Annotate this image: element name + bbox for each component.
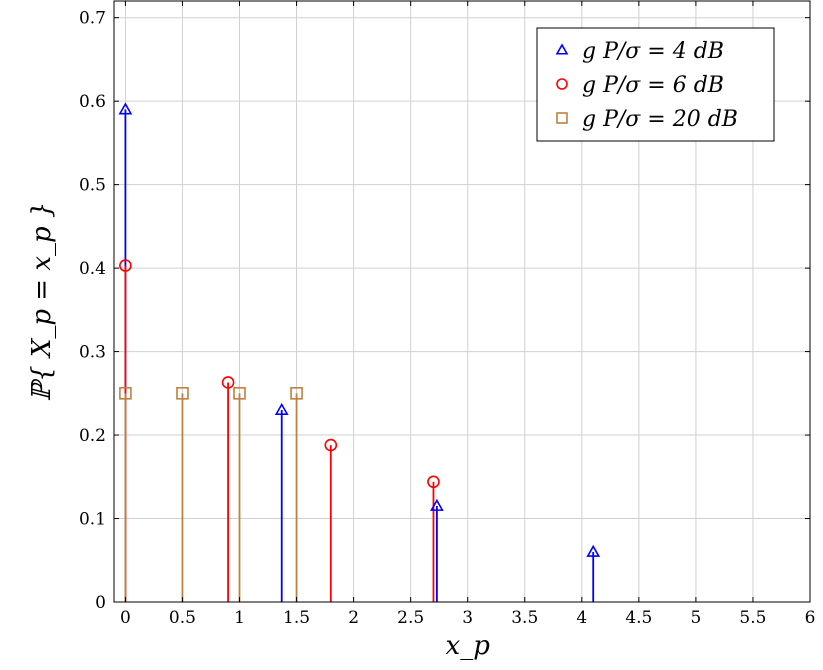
- legend: g P/σ = 4 dB g P/σ = 6 dB g P/σ = 20 dB: [536, 27, 775, 142]
- legend-entry-label: g P/σ = 20 dB: [582, 107, 738, 132]
- x-tick-label: 2: [348, 608, 359, 628]
- legend-entry-label: g P/σ = 4 dB: [582, 39, 724, 64]
- square-marker: [119, 387, 132, 400]
- x-tick-label: 3.5: [511, 608, 538, 628]
- legend-box: [536, 27, 775, 142]
- triangle-marker: [274, 402, 289, 415]
- markers: [118, 102, 601, 557]
- y-tick-label: 0.6: [79, 92, 106, 112]
- x-tick-label: 0.5: [169, 608, 196, 628]
- triangle-marker: [555, 43, 569, 55]
- y-tick-label: 0.5: [79, 176, 106, 196]
- y-tick-label: 0.3: [79, 343, 106, 363]
- x-tick-label: 2.5: [397, 608, 424, 628]
- legend-entry-label: g P/σ = 6 dB: [582, 73, 724, 98]
- x-tick-label: 6: [805, 608, 816, 628]
- circle-marker: [427, 475, 440, 489]
- square-marker: [176, 387, 189, 400]
- x-tick-label: 1.5: [283, 608, 310, 628]
- y-tick-label: 0.7: [79, 9, 106, 29]
- circle-marker: [556, 78, 568, 90]
- x-tick-label: 3: [462, 608, 473, 628]
- x-tick-label: 1: [234, 608, 245, 628]
- stems: [124, 109, 595, 602]
- triangle-marker: [430, 498, 444, 511]
- x-axis-label: x_p: [446, 631, 491, 661]
- x-axis-ticks: 0 0.5 1 1.5 2 2.5 3 3.5 4 4.5 5 5.5 6: [120, 1, 815, 628]
- x-tick-label: 4: [576, 608, 587, 628]
- x-tick-label: 4.5: [625, 608, 652, 628]
- circle-marker: [119, 259, 132, 272]
- x-tick-label: 5.5: [739, 608, 766, 628]
- circle-marker: [221, 376, 235, 389]
- square-marker: [233, 387, 246, 400]
- x-tick-label: 5: [690, 608, 701, 628]
- triangle-marker: [586, 544, 601, 557]
- plot-frame: [113, 0, 811, 603]
- square-marker: [290, 387, 303, 400]
- circle-marker: [324, 438, 338, 452]
- y-tick-label: 0: [95, 593, 106, 613]
- x-tick-label: 0: [120, 608, 131, 628]
- y-tick-label: 0.2: [79, 426, 106, 446]
- y-tick-label: 0.1: [79, 510, 106, 530]
- square-marker: [556, 112, 568, 124]
- triangle-marker: [118, 102, 133, 115]
- y-axis-ticks: 0 0.1 0.2 0.3 0.4 0.5 0.6 0.7: [79, 9, 810, 613]
- y-axis-label: ℙ{ X_p = x_p }: [27, 202, 57, 402]
- y-tick-label: 0.4: [79, 259, 106, 279]
